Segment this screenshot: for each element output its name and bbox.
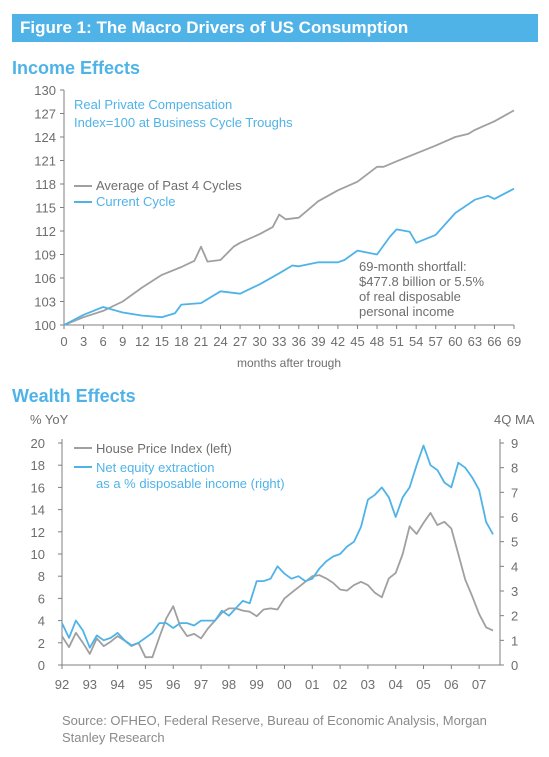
- chart-subtitle: Index=100 at Business Cycle Troughs: [74, 115, 293, 130]
- legend-label: Average of Past 4 Cycles: [96, 178, 242, 193]
- x-tick-label: 05: [416, 677, 430, 692]
- series-line-house-price-index: [61, 512, 494, 659]
- legend-label: Current Cycle: [96, 194, 175, 209]
- y-tick-label: 127: [34, 107, 56, 122]
- x-tick-label: 9: [119, 334, 126, 349]
- right-y-tick-label: 3: [511, 584, 518, 599]
- y-tick-label: 103: [34, 295, 56, 310]
- x-tick-label: 01: [305, 677, 319, 692]
- left-y-tick-label: 2: [38, 636, 45, 651]
- x-tick-label: 0: [60, 334, 67, 349]
- x-tick-label: 27: [233, 334, 247, 349]
- left-y-tick-label: 12: [31, 525, 45, 540]
- x-tick-label: 66: [487, 334, 501, 349]
- wealth-section-title: Wealth Effects: [12, 386, 136, 406]
- y-tick-label: 106: [34, 271, 56, 286]
- x-tick-label: 94: [110, 677, 124, 692]
- y-tick-label: 115: [35, 201, 56, 216]
- right-y-tick-label: 2: [511, 609, 518, 624]
- right-y-tick-label: 0: [511, 658, 518, 673]
- left-y-tick-label: 16: [31, 480, 45, 495]
- x-tick-label: 92: [55, 677, 69, 692]
- x-tick-label: 3: [80, 334, 87, 349]
- shortfall-annotation: 69-month shortfall:: [359, 259, 467, 274]
- x-tick-label: 98: [222, 677, 236, 692]
- x-tick-label: 24: [213, 334, 227, 349]
- income-section-title: Income Effects: [12, 58, 141, 78]
- x-tick-label: 03: [361, 677, 375, 692]
- left-y-tick-label: 10: [31, 547, 45, 562]
- x-tick-label: 18: [174, 334, 188, 349]
- right-y-tick-label: 8: [511, 461, 518, 476]
- x-tick-label: 21: [194, 334, 208, 349]
- shortfall-annotation: $477.8 billion or 5.5%: [359, 274, 484, 289]
- x-tick-label: 06: [444, 677, 458, 692]
- left-axis-unit: % YoY: [30, 412, 69, 427]
- figure-title: Figure 1: The Macro Drivers of US Consum…: [20, 18, 409, 37]
- x-tick-label: 99: [249, 677, 263, 692]
- right-y-tick-label: 4: [511, 559, 518, 574]
- x-tick-label: 04: [388, 677, 402, 692]
- right-y-tick-label: 1: [511, 633, 518, 648]
- y-tick-label: 109: [34, 248, 56, 263]
- series-line-average-past-cycles: [63, 109, 515, 326]
- left-y-tick-label: 6: [38, 591, 45, 606]
- x-tick-label: 30: [252, 334, 266, 349]
- y-tick-label: 112: [35, 224, 56, 239]
- x-tick-label: 69: [507, 334, 521, 349]
- x-tick-label: 97: [194, 677, 208, 692]
- x-tick-label: 00: [277, 677, 291, 692]
- x-axis-title: months after trough: [237, 356, 341, 370]
- figure-banner: Figure 1: The Macro Drivers of US Consum…: [12, 14, 538, 42]
- x-tick-label: 45: [350, 334, 364, 349]
- source-note: Source: OFHEO, Federal Reserve, Bureau o…: [62, 713, 487, 745]
- x-tick-label: 48: [370, 334, 384, 349]
- chart-title: Real Private Compensation: [74, 97, 232, 112]
- left-y-tick-label: 20: [31, 436, 45, 451]
- shortfall-annotation: of real disposable: [359, 289, 461, 304]
- right-y-tick-label: 6: [511, 510, 518, 525]
- x-tick-label: 60: [448, 334, 462, 349]
- x-tick-label: 33: [272, 334, 286, 349]
- x-tick-label: 07: [472, 677, 486, 692]
- right-y-tick-label: 9: [511, 436, 518, 451]
- y-tick-label: 130: [34, 83, 56, 98]
- y-tick-label: 121: [34, 154, 56, 169]
- x-tick-label: 02: [333, 677, 347, 692]
- x-tick-label: 15: [155, 334, 169, 349]
- x-tick-label: 63: [468, 334, 482, 349]
- left-y-tick-label: 14: [31, 503, 45, 518]
- x-tick-label: 96: [166, 677, 180, 692]
- x-tick-label: 12: [135, 334, 149, 349]
- x-tick-label: 93: [83, 677, 97, 692]
- legend-label: House Price Index (left): [96, 441, 232, 456]
- x-tick-label: 42: [331, 334, 345, 349]
- shortfall-annotation: personal income: [359, 304, 454, 319]
- right-y-tick-label: 5: [511, 535, 518, 550]
- y-tick-label: 100: [34, 318, 56, 333]
- series-line-net-equity-extraction: [61, 444, 494, 649]
- y-tick-label: 118: [35, 177, 56, 192]
- x-tick-label: 95: [138, 677, 152, 692]
- x-tick-label: 6: [100, 334, 107, 349]
- series-line-current-cycle: [63, 187, 515, 326]
- left-y-tick-label: 18: [31, 458, 45, 473]
- left-y-tick-label: 4: [38, 614, 45, 629]
- x-tick-label: 39: [311, 334, 325, 349]
- right-axis-unit: 4Q MA: [494, 412, 535, 427]
- right-y-tick-label: 7: [511, 485, 518, 500]
- y-tick-label: 124: [34, 130, 56, 145]
- x-tick-label: 57: [429, 334, 443, 349]
- legend-label: Net equity extraction as a % disposable i…: [96, 460, 285, 491]
- left-y-tick-label: 0: [38, 658, 45, 673]
- x-tick-label: 36: [292, 334, 306, 349]
- left-y-tick-label: 8: [38, 569, 45, 584]
- x-tick-label: 51: [389, 334, 403, 349]
- x-tick-label: 54: [409, 334, 423, 349]
